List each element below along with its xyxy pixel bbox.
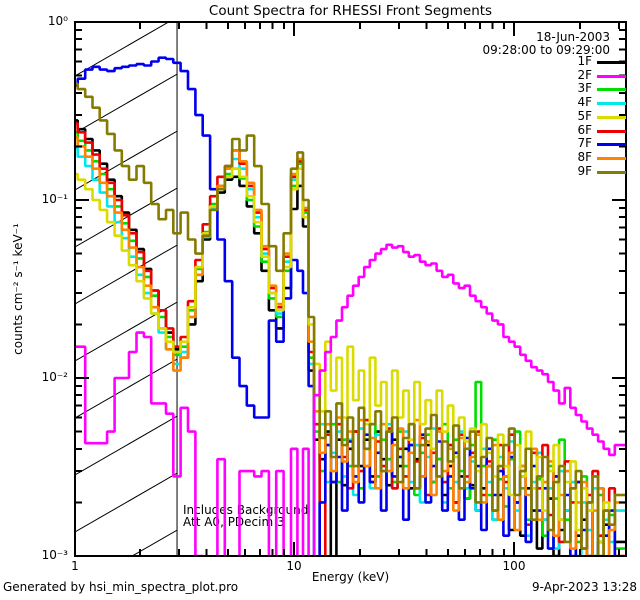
axes-frame [74,21,627,557]
legend-color-dash-9F [597,170,626,174]
legend-label-8F: 8F [577,149,592,164]
x-tick-label-1: 1 [71,559,79,573]
annotation-attenuator-decimation: Att A0, PDecim 3 [183,515,285,529]
render-timestamp: 9-Apr-2023 13:28 [532,580,637,594]
observation-date: 18-Jun-2003 [536,30,610,44]
y-tick-label-2: 10⁻² [41,370,68,384]
legend-color-dash-1F [597,61,626,64]
observation-time-range: 09:28:00 to 09:29:00 [482,43,610,57]
x-tick-label-10: 10 [286,559,302,573]
legend-label-2F: 2F [577,67,592,82]
legend-label-9F: 9F [577,163,592,178]
y-axis-label: counts cm⁻² s⁻¹ keV⁻¹ [11,223,25,355]
spectra-series [75,56,626,556]
y-tick-label-3: 10⁻³ [41,548,68,562]
series-2F [75,243,626,556]
legend-label-6F: 6F [577,122,592,137]
x-tick-label-100: 100 [502,559,526,573]
y-tick-label-0: 10⁰ [47,14,68,28]
series-5F [75,167,626,544]
legend-color-dash-6F [597,129,626,133]
legend-color-dash-2F [597,74,626,78]
page-title: Count Spectra for RHESSI Front Segments [208,3,493,19]
legend-color-dash-3F [597,88,626,92]
legend-label-3F: 3F [577,81,592,96]
legend-label-1F: 1F [577,54,592,68]
legend-color-dash-5F [597,115,626,119]
generated-by-text: Generated by hsi_min_spectra_plot.pro [3,580,239,594]
legend-color-dash-8F [597,156,626,160]
y-tick-label-1: 10⁻¹ [41,192,68,206]
hatched-region [75,22,178,556]
legend-label-7F: 7F [577,136,592,151]
legend-label-4F: 4F [577,95,592,110]
series-9F [75,82,626,556]
legend-color-dash-7F [597,143,626,147]
x-axis-label: Energy (keV) [311,570,390,584]
legend-label-5F: 5F [577,108,592,123]
legend-color-dash-4F [597,102,626,106]
